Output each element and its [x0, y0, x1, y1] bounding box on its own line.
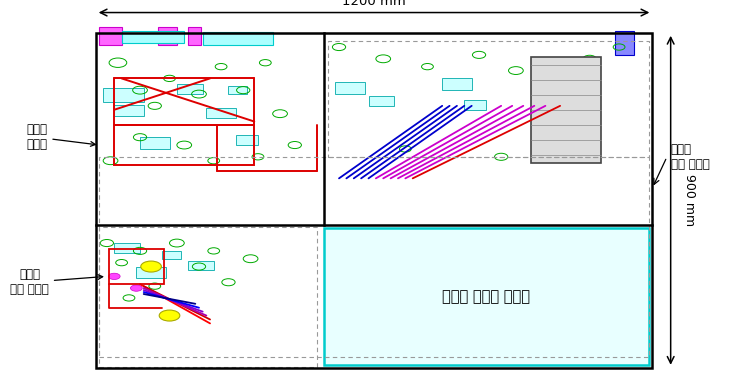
Bar — [99, 227, 317, 367]
Bar — [109, 249, 164, 284]
Bar — [206, 108, 236, 118]
Bar — [464, 100, 486, 110]
Bar — [442, 78, 472, 90]
Bar — [96, 33, 652, 368]
Bar — [328, 41, 649, 157]
Text: 레이저
펄스 확대기: 레이저 펄스 확대기 — [671, 143, 710, 171]
Text: 1200 mm: 1200 mm — [342, 0, 406, 8]
Bar — [99, 157, 649, 357]
Bar — [122, 31, 184, 43]
Bar — [615, 31, 634, 55]
Bar — [99, 27, 122, 45]
Bar — [228, 86, 247, 94]
Bar — [177, 84, 203, 94]
Bar — [368, 96, 394, 106]
Bar — [140, 137, 170, 149]
Bar — [188, 27, 201, 45]
Text: 펨토초 레이저 공진기: 펨토초 레이저 공진기 — [442, 289, 531, 304]
Bar — [114, 125, 254, 165]
Text: 레이저
증폭기: 레이저 증폭기 — [27, 123, 95, 151]
Circle shape — [130, 285, 142, 291]
Bar — [114, 105, 144, 116]
Bar — [335, 82, 365, 94]
Bar — [203, 32, 273, 45]
Circle shape — [141, 261, 161, 272]
Bar — [531, 57, 601, 163]
Circle shape — [159, 310, 180, 321]
Bar — [236, 135, 258, 145]
Bar — [324, 228, 649, 365]
Bar — [136, 267, 166, 278]
Circle shape — [108, 273, 120, 279]
Bar — [158, 27, 177, 45]
Bar — [103, 88, 144, 102]
Bar — [188, 261, 214, 270]
Text: 레이저
펄스 압축기: 레이저 펄스 압축기 — [10, 268, 102, 296]
Bar — [114, 243, 140, 253]
Text: 900 mm: 900 mm — [682, 174, 696, 226]
Bar — [553, 82, 582, 94]
Bar — [162, 251, 181, 259]
